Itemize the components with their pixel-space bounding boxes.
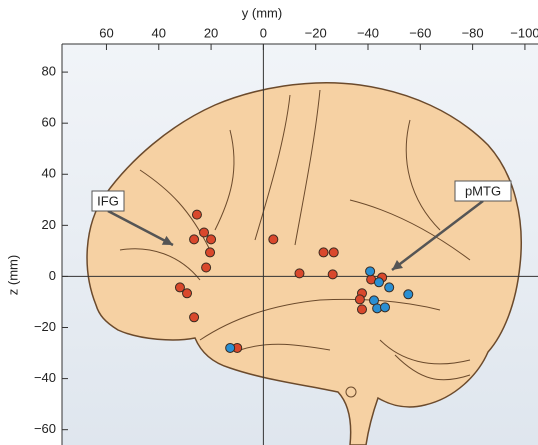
point xyxy=(207,235,216,244)
x-tick-label: −80 xyxy=(462,25,484,40)
chart: y (mm) z (mm) 60 40 20 0 −20 −40 −60 −80 −100 80 6… xyxy=(0,0,538,445)
point xyxy=(385,283,394,292)
point xyxy=(206,248,215,257)
x-axis-label: y (mm) xyxy=(242,5,282,20)
point xyxy=(366,267,375,276)
x-tick-label: 40 xyxy=(152,25,166,40)
x-tick-label: −40 xyxy=(357,25,379,40)
annotation: IFG xyxy=(97,193,119,208)
point xyxy=(329,248,338,257)
point xyxy=(200,228,209,237)
point xyxy=(183,289,192,298)
point xyxy=(295,269,304,278)
y-tick-label: −20 xyxy=(34,319,56,334)
annotation: pMTG xyxy=(465,183,501,198)
point xyxy=(192,210,201,219)
point xyxy=(381,303,390,312)
y-tick-label: 0 xyxy=(49,268,56,283)
point xyxy=(357,305,366,314)
point xyxy=(190,235,199,244)
x-tick-label: −100 xyxy=(510,25,538,40)
point xyxy=(355,295,364,304)
x-tick-label: 0 xyxy=(260,25,267,40)
x-tick-label: 20 xyxy=(204,25,218,40)
y-tick-label: 40 xyxy=(42,166,56,181)
y-tick-label: −40 xyxy=(34,370,56,385)
point xyxy=(269,235,278,244)
y-tick-label: 80 xyxy=(42,64,56,79)
y-axis-label: z (mm) xyxy=(5,255,20,295)
x-tick-label: −60 xyxy=(409,25,431,40)
y-tick-label: −60 xyxy=(34,421,56,436)
point xyxy=(202,263,211,272)
point xyxy=(404,290,413,299)
point xyxy=(328,270,337,279)
x-tick-label: 60 xyxy=(99,25,113,40)
point xyxy=(190,313,199,322)
x-tick-label: −20 xyxy=(305,25,327,40)
point xyxy=(319,248,328,257)
y-tick-label: 60 xyxy=(42,115,56,130)
point xyxy=(226,343,235,352)
point xyxy=(374,278,383,287)
y-tick-label: 20 xyxy=(42,217,56,232)
